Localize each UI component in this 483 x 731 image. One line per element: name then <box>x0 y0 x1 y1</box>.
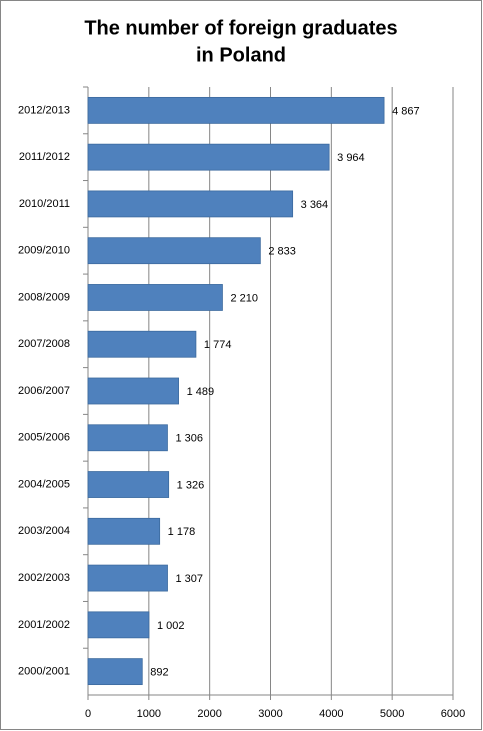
value-label: 1 178 <box>168 526 196 538</box>
y-tick-label: 2001/2002 <box>18 619 70 631</box>
x-tick-label: 6000 <box>441 708 465 720</box>
y-tick-label: 2000/2001 <box>18 666 70 678</box>
value-label: 1 489 <box>187 386 215 398</box>
value-label: 1 326 <box>177 479 205 491</box>
value-label: 2 210 <box>230 292 258 304</box>
bar <box>87 190 294 218</box>
x-tick-label: 4000 <box>319 708 343 720</box>
x-tick-label: 2000 <box>197 708 221 720</box>
value-label: 1 774 <box>204 339 232 351</box>
x-tick-label: 5000 <box>380 708 404 720</box>
x-tick-label: 0 <box>85 708 91 720</box>
bar <box>87 471 170 498</box>
bar <box>87 658 143 686</box>
y-tick-label: 2010/2011 <box>19 198 70 210</box>
value-label: 892 <box>150 667 168 679</box>
x-tick-label: 3000 <box>258 708 282 720</box>
bar <box>87 237 261 265</box>
y-tick-label: 2003/2004 <box>18 525 70 537</box>
y-tick-label: 2011/2012 <box>19 151 70 163</box>
chart-title: The number of foreign graduates <box>84 17 397 39</box>
bar <box>87 611 150 639</box>
x-tick-label: 1000 <box>137 708 161 720</box>
value-label: 3 364 <box>301 199 329 211</box>
y-tick-label: 2008/2009 <box>18 291 70 303</box>
chart-title: in Poland <box>196 44 286 66</box>
y-tick-label: 2007/2008 <box>18 338 70 350</box>
y-tick-label: 2012/2013 <box>18 104 70 116</box>
y-tick-label: 2005/2006 <box>18 432 70 444</box>
value-label: 3 964 <box>337 152 365 164</box>
bar <box>87 330 197 358</box>
bar <box>87 424 168 452</box>
value-label: 1 307 <box>176 573 204 585</box>
bar <box>87 377 179 405</box>
y-tick-label: 2002/2003 <box>18 572 70 584</box>
value-label: 2 833 <box>268 246 296 258</box>
bar <box>87 517 161 545</box>
bar <box>87 96 385 124</box>
y-tick-label: 2004/2005 <box>18 478 70 490</box>
value-label: 4 867 <box>392 105 420 117</box>
bar <box>87 143 330 171</box>
bar <box>87 564 168 592</box>
value-label: 1 002 <box>157 620 185 632</box>
y-tick-label: 2006/2007 <box>18 385 70 397</box>
y-tick-label: 2009/2010 <box>18 245 70 257</box>
bar <box>87 284 223 311</box>
value-label: 1 306 <box>175 433 203 445</box>
